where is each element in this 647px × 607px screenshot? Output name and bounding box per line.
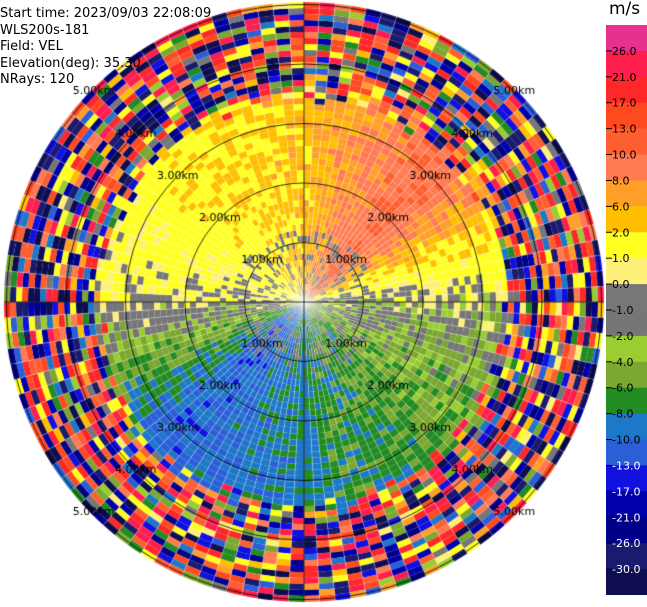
colorbar-segment <box>606 543 647 570</box>
colorbar-segment <box>606 335 647 363</box>
colorbar-tick-label: 6.0 <box>612 200 630 213</box>
colorbar-segment <box>606 284 647 311</box>
colorbar-segment <box>606 50 647 78</box>
colorbar-segment <box>606 413 647 441</box>
colorbar-tick-label: -13.0 <box>612 459 640 472</box>
colorbar-tick-label: -21.0 <box>612 511 640 524</box>
colorbar-unit: m/s <box>609 0 641 19</box>
colorbar-tick-label: -2.0 <box>612 330 633 343</box>
colorbar-segment <box>606 439 647 466</box>
colorbar-segment <box>606 102 647 130</box>
colorbar-segment <box>606 232 647 259</box>
colorbar-tick-label: -6.0 <box>612 382 633 395</box>
colorbar-tick-label: -10.0 <box>612 434 640 447</box>
colorbar-segment <box>606 76 647 104</box>
colorbar: 26.0 21.0 17.0 13.0 10.0 8.0 6.0 2.0 1.0 0.0 -1.0 -… <box>606 25 647 595</box>
colorbar-segment <box>606 387 647 415</box>
colorbar-tick-label: -4.0 <box>612 356 633 369</box>
colorbar-tick-label: -30.0 <box>612 563 640 576</box>
colorbar-tick-label: 17.0 <box>612 97 637 110</box>
colorbar-segment <box>606 361 647 389</box>
colorbar-segment <box>606 128 647 156</box>
colorbar-tick-label: 8.0 <box>612 174 630 187</box>
colorbar-tick-label: -1.0 <box>612 304 633 317</box>
colorbar-segment <box>606 465 647 492</box>
colorbar-segment <box>606 310 647 337</box>
colorbar-segment <box>606 180 647 207</box>
colorbar-tick-label: -26.0 <box>612 537 640 550</box>
colorbar-segment <box>606 491 647 518</box>
colorbar-tick-label: 1.0 <box>612 252 630 265</box>
colorbar-segment <box>606 206 647 233</box>
colorbar-tick-label: -17.0 <box>612 485 640 498</box>
colorbar-tick-label: 2.0 <box>612 226 630 239</box>
colorbar-tick-label: 13.0 <box>612 123 637 136</box>
colorbar-segment <box>606 517 647 544</box>
colorbar-segment <box>606 154 647 181</box>
colorbar-tick-label: 0.0 <box>612 278 630 291</box>
colorbar-segment <box>606 569 647 595</box>
colorbar-tick-label: 10.0 <box>612 149 637 162</box>
colorbar-tick-label: -8.0 <box>612 408 633 421</box>
colorbar-tick-label: 21.0 <box>612 71 637 84</box>
colorbar-segment <box>606 25 647 52</box>
colorbar-tick-label: 26.0 <box>612 45 637 58</box>
colorbar-segment <box>606 258 647 285</box>
